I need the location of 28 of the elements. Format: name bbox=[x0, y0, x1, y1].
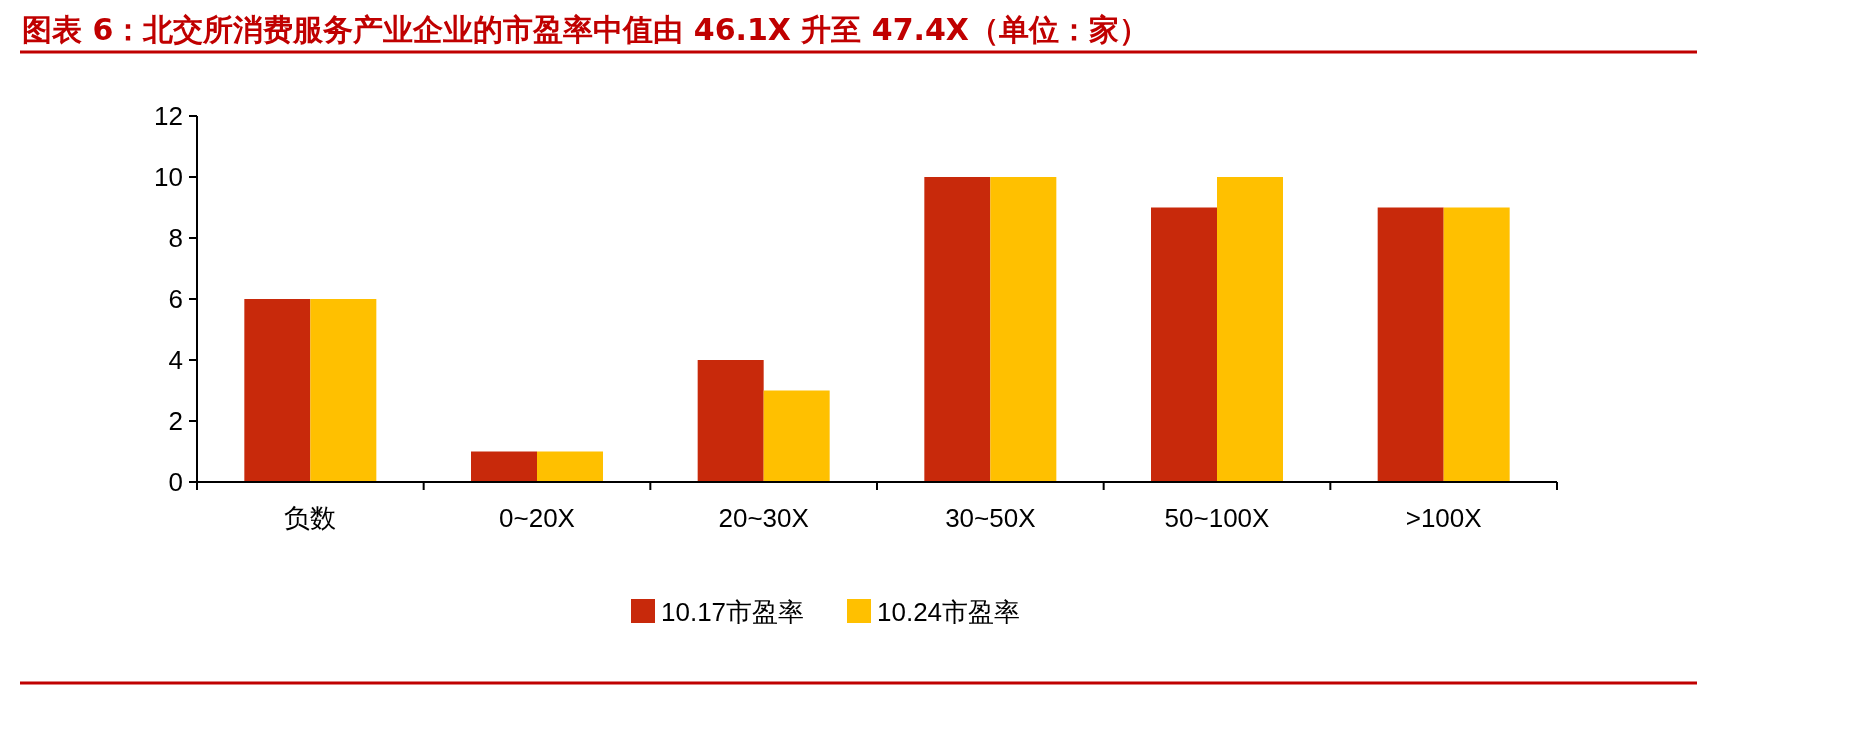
bar bbox=[244, 299, 311, 482]
y-tick-label: 2 bbox=[168, 406, 183, 436]
x-tick-label: 0~20X bbox=[499, 503, 575, 533]
legend-label: 10.24市盈率 bbox=[877, 597, 1021, 627]
bar bbox=[310, 299, 377, 482]
x-tick-label: 50~100X bbox=[1164, 503, 1270, 533]
x-tick-label: 30~50X bbox=[945, 503, 1036, 533]
bar bbox=[990, 177, 1057, 482]
bar bbox=[1443, 207, 1510, 482]
x-tick-label: >100X bbox=[1405, 503, 1482, 533]
bar bbox=[537, 451, 603, 482]
bar bbox=[1151, 207, 1217, 482]
y-tick-label: 0 bbox=[168, 467, 183, 497]
bar bbox=[471, 451, 537, 482]
bar bbox=[697, 360, 764, 482]
y-tick-label: 10 bbox=[154, 162, 183, 192]
legend-label: 10.17市盈率 bbox=[661, 597, 805, 627]
y-tick-label: 12 bbox=[154, 101, 183, 131]
y-tick-label: 4 bbox=[168, 345, 183, 375]
bar bbox=[1377, 207, 1444, 482]
x-tick-label: 20~30X bbox=[718, 503, 809, 533]
x-tick-label: 负数 bbox=[284, 503, 337, 533]
y-tick-label: 6 bbox=[168, 284, 183, 314]
bar bbox=[1217, 177, 1283, 482]
y-tick-label: 8 bbox=[168, 223, 183, 253]
bar bbox=[924, 177, 991, 482]
chart-title: 图表 6：北交所消费服务产业企业的市盈率中值由 46.1X 升至 47.4X（单位：家） bbox=[22, 12, 1149, 47]
bar bbox=[763, 390, 830, 482]
